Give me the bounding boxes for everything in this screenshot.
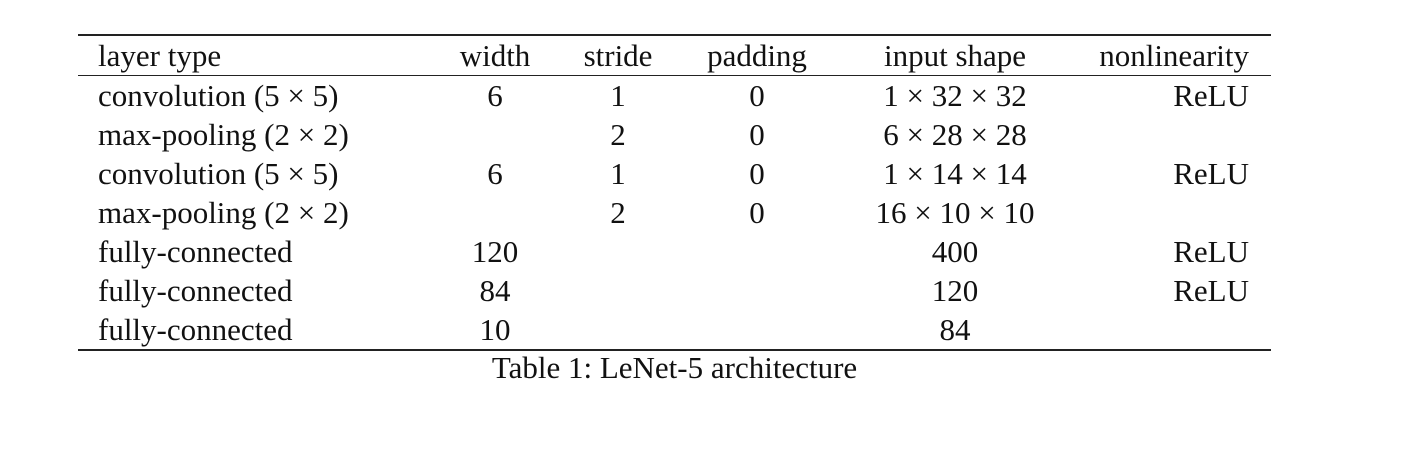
cell-width: 120: [471, 234, 519, 269]
cell-padding: [662, 310, 852, 350]
cell-stride: [574, 310, 662, 350]
header-input-shape: input shape: [883, 38, 1027, 73]
cell-width: 6: [487, 78, 503, 113]
cell-layer-type: max-pooling (2 × 2): [98, 117, 349, 152]
cell-stride: [574, 271, 662, 310]
cell-nonlinearity: ReLU: [1173, 156, 1249, 191]
cell-layer-type: convolution (5 × 5): [98, 78, 339, 113]
cell-padding: 0: [749, 195, 765, 230]
table-row: fully-connected 84 120 ReLU: [78, 271, 1271, 310]
table-row: convolution (5 × 5) 6 1 0 1 × 14 × 14 Re…: [78, 154, 1271, 193]
header-padding: padding: [707, 38, 807, 73]
header-width: width: [459, 38, 531, 73]
cell-padding: 0: [749, 78, 765, 113]
cell-padding: 0: [749, 117, 765, 152]
cell-layer-type: fully-connected: [98, 312, 293, 347]
table-row: convolution (5 × 5) 6 1 0 1 × 32 × 32 Re…: [78, 76, 1271, 116]
cell-nonlinearity: ReLU: [1173, 273, 1249, 308]
cell-layer-type: convolution (5 × 5): [98, 156, 339, 191]
cell-nonlinearity: ReLU: [1173, 78, 1249, 113]
cell-width: 10: [479, 312, 511, 347]
cell-layer-type: max-pooling (2 × 2): [98, 195, 349, 230]
table-header: layer type width stride padding input sh…: [78, 35, 1271, 76]
cell-stride: [574, 232, 662, 271]
table-row: fully-connected 10 84: [78, 310, 1271, 350]
cell-nonlinearity: [1058, 193, 1271, 232]
cell-padding: 0: [749, 156, 765, 191]
cell-layer-type: fully-connected: [98, 273, 293, 308]
cell-width: 6: [487, 156, 503, 191]
header-row: layer type width stride padding input sh…: [78, 35, 1271, 76]
cell-input-shape: 400: [931, 234, 979, 269]
cell-stride: 1: [610, 156, 626, 191]
cell-input-shape: 16 × 10 × 10: [875, 195, 1035, 230]
table-row: max-pooling (2 × 2) 2 0 6 × 28 × 28: [78, 115, 1271, 154]
cell-width: [416, 193, 574, 232]
cell-input-shape: 6 × 28 × 28: [883, 117, 1027, 152]
lenet5-architecture-table: layer type width stride padding input sh…: [78, 34, 1271, 351]
cell-nonlinearity: ReLU: [1173, 234, 1249, 269]
cell-width: [416, 115, 574, 154]
cell-input-shape: 1 × 32 × 32: [883, 78, 1027, 113]
cell-stride: 2: [610, 195, 626, 230]
header-nonlinearity: nonlinearity: [1099, 38, 1249, 73]
cell-input-shape: 84: [939, 312, 971, 347]
cell-input-shape: 1 × 14 × 14: [883, 156, 1027, 191]
table-row: max-pooling (2 × 2) 2 0 16 × 10 × 10: [78, 193, 1271, 232]
header-stride: stride: [583, 38, 653, 73]
cell-layer-type: fully-connected: [98, 234, 293, 269]
cell-nonlinearity: [1058, 310, 1271, 350]
table-body: convolution (5 × 5) 6 1 0 1 × 32 × 32 Re…: [78, 76, 1271, 350]
table-caption: Table 1: LeNet-5 architecture: [491, 350, 858, 385]
cell-padding: [662, 232, 852, 271]
header-layer-type: layer type: [98, 38, 222, 73]
table-row: fully-connected 120 400 ReLU: [78, 232, 1271, 271]
cell-width: 84: [479, 273, 511, 308]
architecture-table-container: layer type width stride padding input sh…: [78, 34, 1271, 351]
cell-padding: [662, 271, 852, 310]
cell-nonlinearity: [1058, 115, 1271, 154]
cell-input-shape: 120: [931, 273, 979, 308]
cell-stride: 1: [610, 78, 626, 113]
cell-stride: 2: [610, 117, 626, 152]
